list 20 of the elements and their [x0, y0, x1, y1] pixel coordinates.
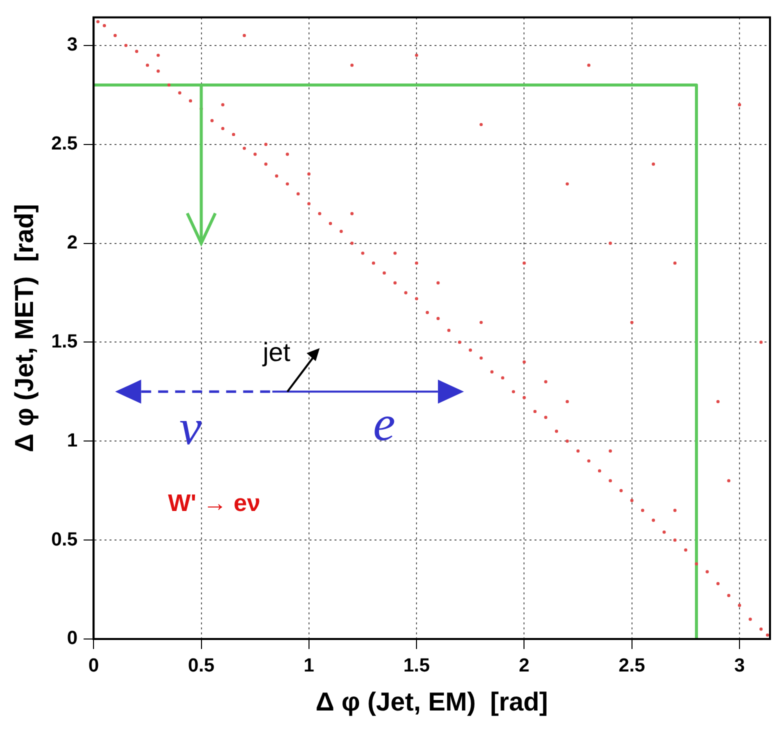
- x-tick-label: 1: [304, 656, 315, 677]
- annotation: jet: [262, 337, 290, 368]
- x-tick-label: 1.5: [403, 656, 430, 677]
- x-tick-label: 0: [88, 656, 99, 677]
- x-tick-label: 3: [734, 656, 745, 677]
- x-tick-label: 2.5: [618, 656, 646, 677]
- annotation: ν: [179, 399, 202, 456]
- annotation: W' → eν: [168, 490, 260, 518]
- x-tick-label: 0.5: [188, 656, 215, 677]
- y-tick-label: 0: [67, 628, 78, 650]
- y-tick-label: 1.5: [51, 331, 78, 352]
- x-tick-label: 2: [518, 656, 530, 677]
- annotation: e: [373, 395, 396, 452]
- x-axis-title: Δ φ (Jet, EM) [rad]: [316, 686, 548, 717]
- y-tick-label: 2: [67, 232, 78, 254]
- y-tick-label: 0.5: [51, 529, 78, 550]
- y-tick-label: 2.5: [51, 134, 78, 155]
- y-axis-title: Δ φ (Jet, MET) [rad]: [8, 204, 39, 452]
- y-tick-label: 1: [67, 430, 78, 452]
- y-tick-label: 3: [67, 34, 78, 56]
